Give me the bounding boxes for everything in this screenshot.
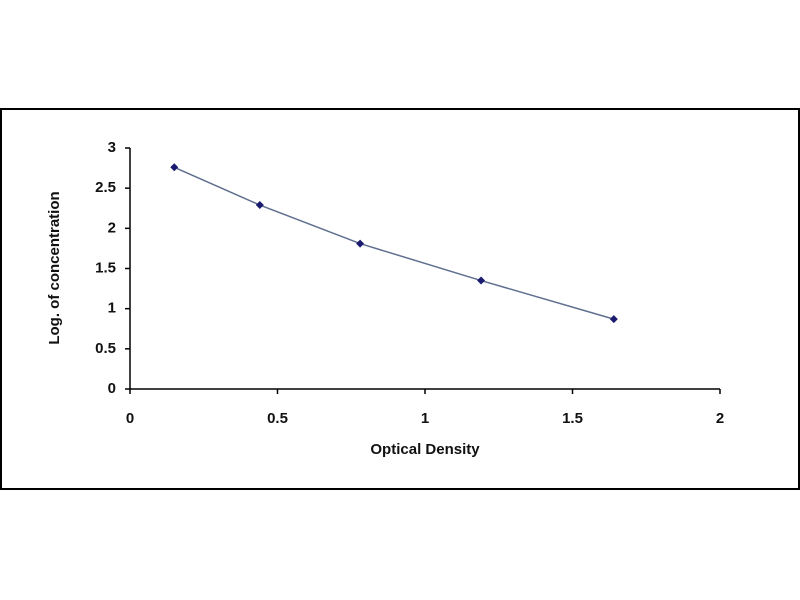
y-tick-label: 1: [108, 300, 116, 317]
x-axis-title: Optical Density: [370, 441, 480, 458]
data-point: [170, 163, 179, 172]
x-tick-label: 2: [716, 410, 724, 427]
data-point: [609, 315, 618, 324]
y-tick-label: 1.5: [95, 259, 116, 276]
y-tick-label: 0.5: [95, 340, 116, 357]
y-tick-label: 0: [108, 380, 116, 397]
x-tick-label: 0.5: [267, 410, 288, 427]
x-tick-label: 1: [421, 410, 429, 427]
x-tick-label: 0: [126, 410, 134, 427]
data-point: [255, 201, 264, 210]
data-point: [477, 276, 486, 285]
x-tick-label: 1.5: [562, 410, 583, 427]
data-point: [356, 239, 365, 248]
y-tick-label: 2: [108, 219, 116, 236]
y-axis-title: Log. of concentration: [46, 191, 63, 344]
chart-frame: [0, 108, 800, 490]
y-tick-label: 3: [108, 139, 116, 156]
y-tick-label: 2.5: [95, 179, 116, 196]
